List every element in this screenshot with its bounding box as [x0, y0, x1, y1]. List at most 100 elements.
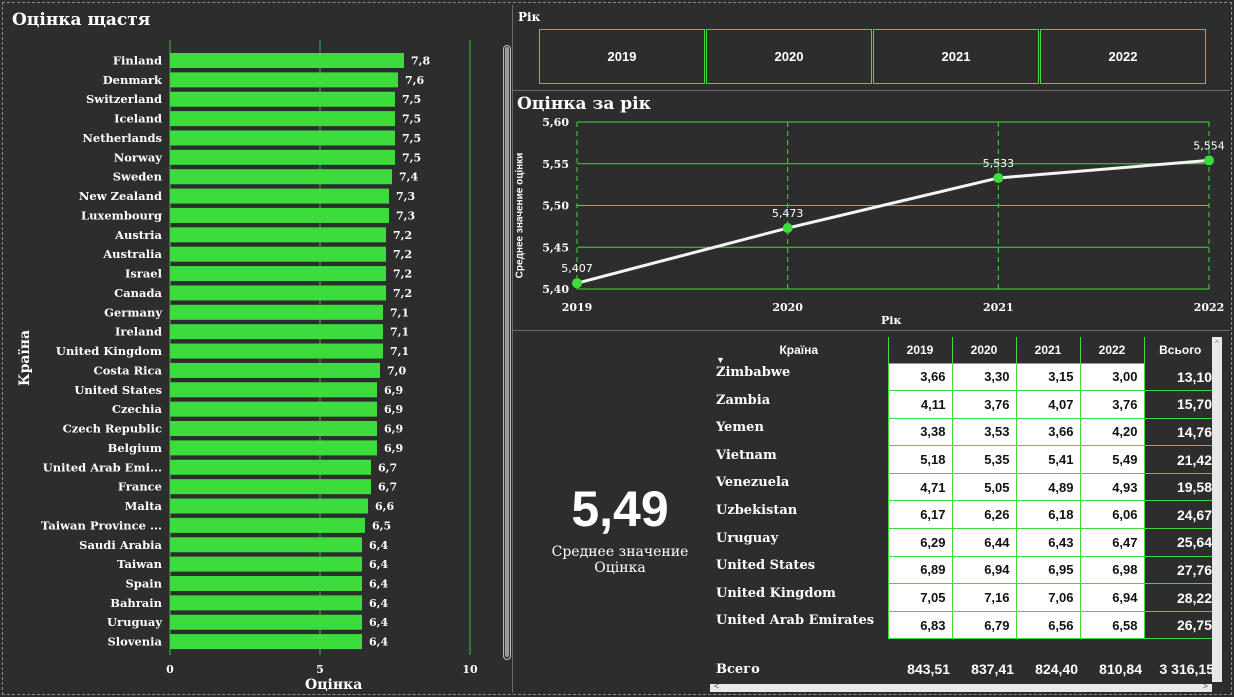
bar[interactable]	[170, 53, 404, 68]
table-row[interactable]: Venezuela 4,71 5,05 4,89 4,93 19,58	[710, 472, 1216, 502]
bar[interactable]	[170, 440, 377, 456]
bar-category-label: Switzerland	[86, 92, 162, 106]
bar[interactable]	[170, 266, 386, 282]
table-total-row: Всего 843,51 837,41 824,40 810,84 3 316,…	[710, 655, 1220, 683]
sort-descending-icon[interactable]: ▼	[716, 355, 725, 365]
line-point[interactable]	[782, 223, 793, 234]
table-cell-2020: 5,05	[951, 472, 1017, 502]
bar[interactable]	[170, 498, 368, 514]
table-row[interactable]: United Kingdom 7,05 7,16 7,06 6,94 28,22	[710, 583, 1216, 612]
bar[interactable]	[170, 556, 362, 572]
bar-chart-x-axis-label: Оцінка	[305, 677, 363, 693]
table-cell-2019: 5,18	[887, 445, 953, 474]
bar[interactable]	[170, 575, 362, 591]
table-cell-2021: 7,06	[1015, 583, 1081, 612]
bar[interactable]	[170, 537, 362, 553]
table-row[interactable]: United States 6,89 6,94 6,95 6,98 27,76	[710, 555, 1216, 585]
bar[interactable]	[170, 421, 377, 437]
line-point[interactable]	[993, 172, 1004, 183]
table-header-2022[interactable]: 2022	[1079, 337, 1144, 363]
line-chart-y-tick-label: 5,55	[542, 158, 569, 171]
bar-category-label: Belgium	[108, 441, 162, 455]
table-row[interactable]: Uzbekistan 6,17 6,26 6,18 6,06 24,67	[710, 500, 1216, 530]
year-slicer-title: Рік	[518, 10, 541, 24]
panel-divider-vertical	[512, 5, 513, 693]
table-header-2020[interactable]: 2020	[951, 337, 1016, 363]
bar-value-label: 7,1	[390, 345, 409, 358]
bar[interactable]	[170, 285, 386, 301]
table-row[interactable]: Yemen 3,38 3,53 3,66 4,20 14,76	[710, 417, 1216, 447]
bar-chart-x-tick-label: 0	[166, 663, 174, 676]
bar[interactable]	[170, 324, 383, 340]
bar[interactable]	[170, 91, 395, 107]
bar-category-label: Netherlands	[82, 131, 162, 145]
year-slicer-button-2020[interactable]: 2020	[706, 29, 872, 84]
bar-category-label: Sweden	[113, 170, 163, 184]
bar[interactable]	[170, 401, 377, 417]
table-horizontal-scrollbar[interactable]: < >	[710, 681, 1212, 692]
bar[interactable]	[170, 614, 362, 630]
bar[interactable]	[170, 188, 389, 204]
table-cell-2021: 6,18	[1015, 500, 1081, 530]
bar-chart-scrollbar[interactable]	[503, 45, 511, 660]
line-chart-x-axis-label: Рік	[881, 314, 902, 327]
table-header-total[interactable]: Всього	[1143, 337, 1216, 363]
bar-value-label: 6,4	[369, 577, 388, 590]
table-cell-2019: 6,17	[887, 500, 953, 530]
bar[interactable]	[170, 149, 395, 165]
table-cell-2020: 3,53	[951, 417, 1017, 447]
bar-category-label: Ireland	[115, 325, 162, 339]
bar-value-label: 7,2	[393, 248, 412, 261]
bar[interactable]	[170, 634, 362, 650]
table-row[interactable]: Zimbabwe 3,66 3,30 3,15 3,00 13,10	[710, 362, 1216, 392]
line-point[interactable]	[1204, 155, 1214, 166]
table-header-2019[interactable]: 2019	[887, 337, 952, 363]
table-row[interactable]: United Arab Emirates 6,83 6,79 6,56 6,58 26,7…	[710, 610, 1216, 640]
bar-category-label: Taiwan	[117, 557, 163, 571]
bar-category-label: Denmark	[103, 73, 163, 87]
year-slicer-button-2021[interactable]: 2021	[873, 29, 1039, 84]
bar-value-label: 6,4	[369, 539, 388, 552]
bar[interactable]	[170, 130, 395, 146]
scroll-up-icon[interactable]: ^	[1215, 339, 1219, 348]
bar[interactable]	[170, 207, 389, 223]
bar-value-label: 7,5	[402, 151, 421, 164]
bar[interactable]	[170, 343, 383, 359]
bar[interactable]	[170, 246, 386, 262]
year-slicer-button-2022[interactable]: 2022	[1040, 29, 1206, 84]
bar-category-label: Czech Republic	[63, 422, 162, 436]
line-chart-svg[interactable]: 5,40 5,45 5,50 5,55 5,60 2019 2020 2021 2022 5,40…	[514, 112, 1226, 317]
scroll-right-icon[interactable]: >	[1202, 681, 1208, 691]
bar-chart-svg[interactable]: 0 5 10 Finland 7,8 Denmark 7,6 Switzerland 7,5 Ic…	[5, 5, 510, 695]
table-vertical-scrollbar[interactable]: ^	[1212, 337, 1222, 682]
table-cell-2022: 3,00	[1079, 362, 1145, 392]
table-header-2021[interactable]: 2021	[1015, 337, 1080, 363]
bar[interactable]	[170, 459, 371, 475]
bar-category-label: United Kingdom	[56, 344, 162, 358]
year-slicer-button-2019[interactable]: 2019	[539, 29, 705, 84]
bar-category-label: United States	[74, 383, 162, 397]
bar-value-label: 6,4	[369, 616, 388, 629]
bar[interactable]	[170, 362, 380, 378]
bar-category-label: United Arab Emi...	[43, 460, 162, 474]
line-point[interactable]	[572, 278, 582, 289]
bar[interactable]	[170, 111, 395, 127]
bar[interactable]	[170, 595, 362, 611]
table-row[interactable]: Uruguay 6,29 6,44 6,43 6,47 25,64	[710, 528, 1216, 557]
scroll-left-icon[interactable]: <	[714, 681, 720, 691]
bar[interactable]	[170, 382, 377, 398]
bar[interactable]	[170, 169, 392, 185]
table-header-country[interactable]: Країна	[779, 343, 819, 357]
bar-chart-scrollbar-thumb[interactable]	[505, 47, 509, 657]
total-2020: 837,41	[971, 661, 1014, 677]
bar[interactable]	[170, 517, 365, 533]
line-chart-y-tick-label: 5,60	[542, 116, 569, 129]
bar[interactable]	[170, 304, 383, 320]
bar-value-label: 6,4	[369, 558, 388, 571]
kpi-label-line2: Оцінка	[594, 560, 646, 576]
bar[interactable]	[170, 479, 371, 495]
table-row[interactable]: Zambia 4,11 3,76 4,07 3,76 15,70	[710, 390, 1216, 419]
table-row[interactable]: Vietnam 5,18 5,35 5,41 5,49 21,42	[710, 445, 1216, 474]
bar[interactable]	[170, 72, 398, 88]
bar[interactable]	[170, 227, 386, 243]
